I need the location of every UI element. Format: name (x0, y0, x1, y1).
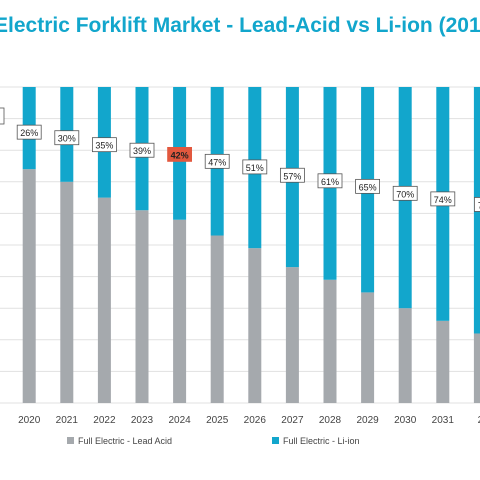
x-tick-label: 2026 (244, 415, 267, 426)
chart-title: Electric Forklift Market - Lead-Acid vs … (0, 14, 480, 37)
x-tick-label: 2030 (394, 415, 417, 426)
data-label: 7 (478, 200, 480, 210)
data-label-box (167, 146, 193, 162)
x-tick-label: 2027 (281, 415, 304, 426)
data-label-box (430, 191, 456, 207)
x-tick-label: 2023 (131, 415, 154, 426)
data-label: 65% (359, 182, 377, 192)
x-tick-label: 2020 (18, 415, 41, 426)
data-label-box (392, 185, 418, 201)
data-label: 57% (283, 171, 301, 181)
data-label-box (16, 124, 42, 140)
bar-lead-acid (361, 292, 375, 403)
data-label-box (279, 167, 305, 183)
bar-lead-acid (436, 320, 450, 403)
legend-swatch-lead-acid (67, 437, 74, 444)
x-tick-label: 2029 (356, 415, 379, 426)
data-label: 61% (321, 177, 339, 187)
bar-lead-acid (22, 169, 36, 403)
data-label-box (129, 142, 155, 158)
data-label-box (0, 107, 5, 125)
x-tick-label: 2 (478, 415, 480, 426)
data-label-box (92, 137, 117, 153)
bar-lead-acid (473, 333, 480, 403)
data-label-box (355, 178, 381, 194)
data-label: 42% (171, 150, 189, 160)
data-label: 51% (246, 163, 264, 173)
bar-lead-acid (97, 197, 111, 403)
bar-lead-acid (135, 210, 149, 403)
bar-lead-acid (210, 235, 224, 403)
data-label-box (54, 130, 80, 146)
x-tick-label: 2022 (93, 415, 116, 426)
x-tick-label: 2028 (319, 415, 342, 426)
data-label: 26% (20, 128, 38, 138)
data-label-box (473, 197, 480, 212)
x-tick-label: 2025 (206, 415, 229, 426)
x-tick-label: 2021 (56, 415, 79, 426)
bar-lead-acid (398, 308, 412, 403)
x-tick-label: 2031 (432, 415, 455, 426)
bar-lead-acid (285, 267, 299, 403)
bar-lead-acid (248, 248, 262, 403)
data-label: 70% (396, 189, 414, 199)
data-label: 39% (133, 146, 151, 156)
bar-lead-acid (173, 219, 187, 403)
legend-label-lead-acid: Full Electric - Lead Acid (78, 436, 172, 446)
bar-lead-acid (60, 181, 74, 403)
x-tick-label: 2024 (168, 415, 191, 426)
bar-lead-acid (323, 279, 337, 403)
legend-label-li-ion: Full Electric - Li-ion (283, 436, 360, 446)
data-label: 47% (208, 157, 226, 167)
data-label-box (317, 173, 343, 189)
data-label: 74% (434, 195, 452, 205)
data-label: 35% (95, 141, 113, 151)
legend-swatch-li-ion (272, 437, 279, 444)
data-label-box (204, 153, 230, 169)
data-label-box (242, 159, 268, 175)
data-label: 30% (58, 134, 76, 144)
